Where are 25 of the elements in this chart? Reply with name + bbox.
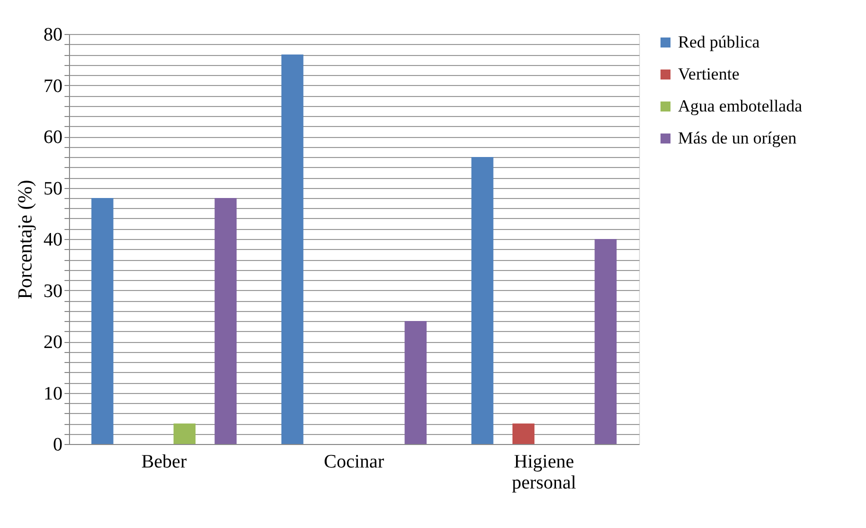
bar (512, 424, 534, 444)
y-tick-label: 70 (44, 76, 62, 97)
bar (174, 424, 196, 444)
y-tick-label: 60 (44, 127, 62, 148)
y-axis-title: Porcentaje (%) (14, 180, 36, 300)
y-tick-label: 40 (44, 230, 62, 250)
bar (471, 157, 494, 444)
y-tick-label: 50 (44, 178, 62, 200)
legend-label: Agua embotellada (678, 96, 803, 116)
bar (404, 321, 427, 444)
y-tick-label: 10 (44, 383, 62, 404)
x-tick-label: Cocinar (324, 452, 385, 472)
y-tick-label: 80 (44, 24, 62, 46)
bar (594, 239, 617, 444)
y-tick-label: 30 (44, 280, 62, 302)
x-tick-label: Higiene personal (512, 452, 576, 494)
bar (91, 198, 114, 444)
legend-label: Vertiente (678, 64, 740, 84)
bar (281, 54, 304, 444)
bar (214, 198, 237, 444)
legend-label: Más de un orígen (678, 128, 797, 148)
y-tick-label: 0 (53, 434, 62, 456)
y-tick-label: 20 (44, 332, 62, 353)
x-tick-label: Beber (141, 452, 188, 472)
legend-label: Red pública (678, 32, 760, 52)
